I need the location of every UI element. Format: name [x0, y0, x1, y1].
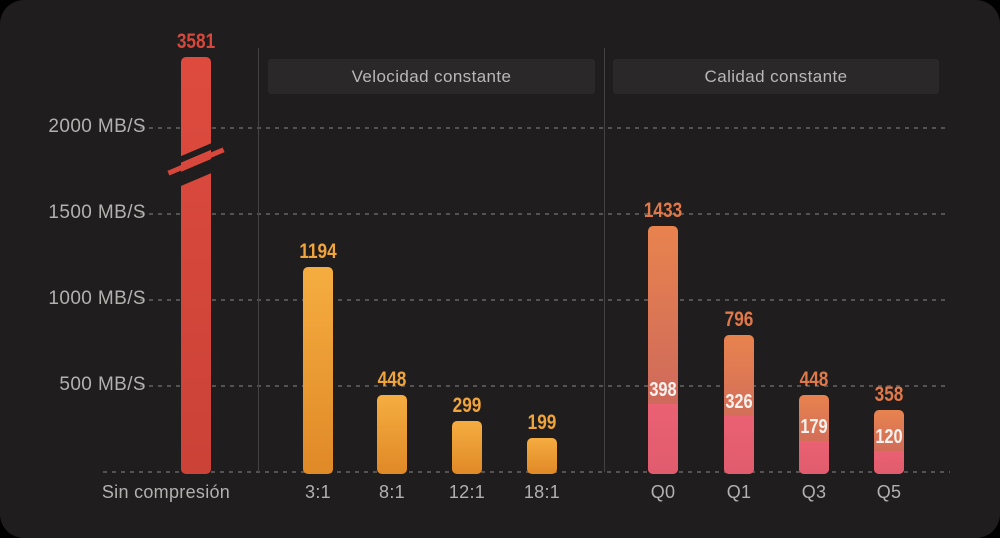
bar-value-label: 299 — [452, 393, 482, 417]
bar-value-label: 1194 — [299, 239, 337, 263]
bar-3:1 — [303, 266, 333, 474]
bar-value-label: 199 — [527, 410, 557, 434]
bar-value-label: 448 — [799, 367, 829, 391]
section-divider-1 — [258, 48, 259, 472]
bar-18:1 — [527, 437, 557, 474]
x-axis-category-label: Q5 — [876, 482, 902, 502]
gridline-1500 — [140, 213, 950, 215]
x-axis-category-label: Q0 — [650, 482, 676, 502]
x-axis-category-label: 3:1 — [305, 482, 331, 502]
y-axis-tick-label: 2000 MB/S — [48, 116, 146, 137]
gridline-2000 — [140, 127, 950, 129]
bar-value-label: 3581 — [176, 30, 216, 53]
y-axis-tick-label: 1000 MB/S — [48, 288, 146, 309]
section-header-velocity: Velocidad constante — [268, 59, 595, 94]
section-divider-2 — [604, 48, 605, 472]
x-axis-category-label: 8:1 — [379, 482, 405, 502]
bar-8:1 — [377, 394, 407, 474]
x-axis-baseline — [103, 471, 950, 473]
x-axis-category-label: Q3 — [801, 482, 827, 502]
bar-value-label: 358 — [874, 383, 904, 407]
x-axis-category-label: 12:1 — [448, 482, 486, 502]
bar-sub-value-label: 179 — [800, 416, 828, 439]
gridline-500 — [140, 385, 950, 387]
bar-12:1 — [452, 420, 482, 474]
bar-segment-Q1-sub — [724, 415, 754, 474]
gridline-1000 — [140, 299, 950, 301]
bar-segment-Q0-sub — [648, 403, 678, 474]
bar-sub-value-label: 398 — [649, 378, 677, 401]
bar-value-label: 448 — [377, 367, 407, 391]
bar-segment-Q5-sub — [874, 451, 904, 474]
x-axis-category-label: 18:1 — [523, 482, 561, 502]
bar-segment-Q3-sub — [799, 441, 829, 474]
section-header-velocity-label: Velocidad constante — [351, 66, 512, 86]
y-axis-tick-label: 1500 MB/S — [48, 202, 146, 223]
x-axis-category-label: Sin compresión — [101, 482, 231, 502]
y-axis-tick-label: 500 MB/S — [59, 374, 146, 395]
bar-value-label: 796 — [724, 308, 754, 332]
x-axis-category-label: Q1 — [726, 482, 752, 502]
section-header-quality-label: Calidad constante — [704, 66, 848, 86]
bar-Sin compresión — [181, 57, 211, 474]
section-header-quality: Calidad constante — [613, 59, 939, 94]
bar-sub-value-label: 326 — [725, 390, 753, 413]
bar-value-label: 1433 — [643, 198, 683, 222]
bar-sub-value-label: 120 — [875, 426, 903, 449]
